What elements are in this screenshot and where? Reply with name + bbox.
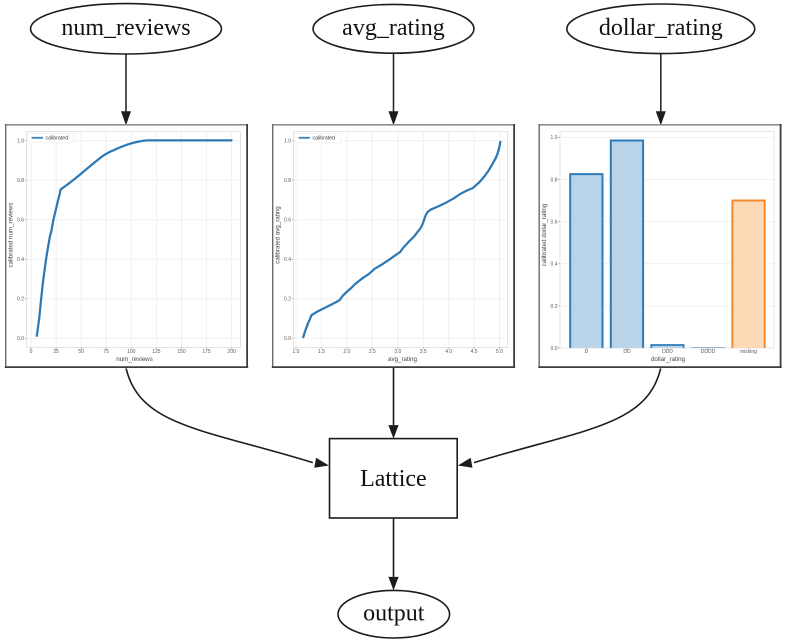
svg-text:2.5: 2.5 — [369, 349, 376, 355]
svg-text:0.4: 0.4 — [551, 262, 558, 268]
svg-text:missing: missing — [740, 349, 757, 355]
svg-text:75: 75 — [103, 349, 109, 355]
svg-text:0.0: 0.0 — [284, 336, 291, 342]
svg-text:1.0: 1.0 — [284, 139, 291, 145]
svg-text:175: 175 — [202, 349, 211, 355]
svg-text:calibrated dollar_rating: calibrated dollar_rating — [541, 203, 548, 266]
svg-text:0.8: 0.8 — [17, 178, 24, 184]
svg-text:25: 25 — [53, 349, 59, 355]
svg-text:0.2: 0.2 — [551, 304, 558, 310]
svg-text:DD: DD — [623, 349, 631, 355]
svg-text:0.4: 0.4 — [284, 257, 291, 263]
svg-text:DDD: DDD — [662, 349, 673, 355]
svg-text:calibrated: calibrated — [313, 136, 336, 142]
svg-text:125: 125 — [152, 349, 161, 355]
svg-text:3.0: 3.0 — [394, 349, 401, 355]
svg-text:0.4: 0.4 — [17, 257, 24, 263]
svg-text:50: 50 — [78, 349, 84, 355]
svg-text:avg_rating: avg_rating — [342, 15, 445, 41]
svg-text:150: 150 — [177, 349, 186, 355]
svg-text:0.6: 0.6 — [551, 220, 558, 226]
svg-text:200: 200 — [227, 349, 236, 355]
svg-text:dollar_rating: dollar_rating — [651, 356, 686, 363]
svg-text:0.2: 0.2 — [17, 297, 24, 303]
svg-text:0.2: 0.2 — [284, 297, 291, 303]
svg-text:100: 100 — [127, 349, 136, 355]
svg-text:2.0: 2.0 — [343, 349, 350, 355]
svg-text:output: output — [363, 601, 425, 627]
svg-text:3.5: 3.5 — [420, 349, 427, 355]
svg-text:num_reviews: num_reviews — [61, 15, 190, 41]
svg-text:0.6: 0.6 — [17, 218, 24, 224]
svg-text:calibrated num_reviews: calibrated num_reviews — [8, 203, 15, 268]
svg-text:num_reviews: num_reviews — [116, 356, 152, 363]
svg-text:0.0: 0.0 — [551, 346, 558, 352]
svg-text:4.5: 4.5 — [471, 349, 478, 355]
svg-text:0.8: 0.8 — [551, 177, 558, 183]
svg-text:0: 0 — [30, 349, 33, 355]
svg-text:Lattice: Lattice — [360, 466, 427, 492]
svg-text:1.0: 1.0 — [293, 349, 300, 355]
svg-text:0.6: 0.6 — [284, 218, 291, 224]
svg-text:dollar_rating: dollar_rating — [599, 15, 723, 41]
svg-text:4.0: 4.0 — [445, 349, 452, 355]
svg-text:0.8: 0.8 — [284, 178, 291, 184]
svg-text:1.0: 1.0 — [551, 135, 558, 141]
svg-text:1.0: 1.0 — [17, 139, 24, 145]
svg-text:1.5: 1.5 — [318, 349, 325, 355]
svg-text:5.0: 5.0 — [496, 349, 503, 355]
svg-text:calibrated avg_rating: calibrated avg_rating — [275, 206, 282, 264]
svg-text:DDDD: DDDD — [701, 349, 716, 355]
svg-text:calibrated: calibrated — [46, 136, 69, 142]
svg-text:0.0: 0.0 — [17, 336, 24, 342]
svg-text:D: D — [585, 349, 589, 355]
svg-text:avg_rating: avg_rating — [388, 356, 417, 363]
